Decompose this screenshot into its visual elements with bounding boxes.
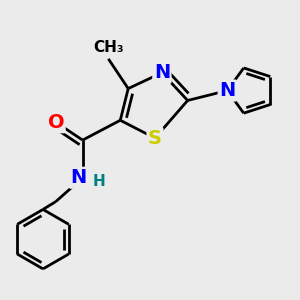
Text: N: N xyxy=(154,63,170,82)
Text: CH₃: CH₃ xyxy=(93,40,124,55)
Text: N: N xyxy=(70,168,87,187)
Text: O: O xyxy=(48,113,64,132)
Text: S: S xyxy=(148,129,162,148)
Text: N: N xyxy=(219,81,236,100)
Text: H: H xyxy=(92,174,105,189)
